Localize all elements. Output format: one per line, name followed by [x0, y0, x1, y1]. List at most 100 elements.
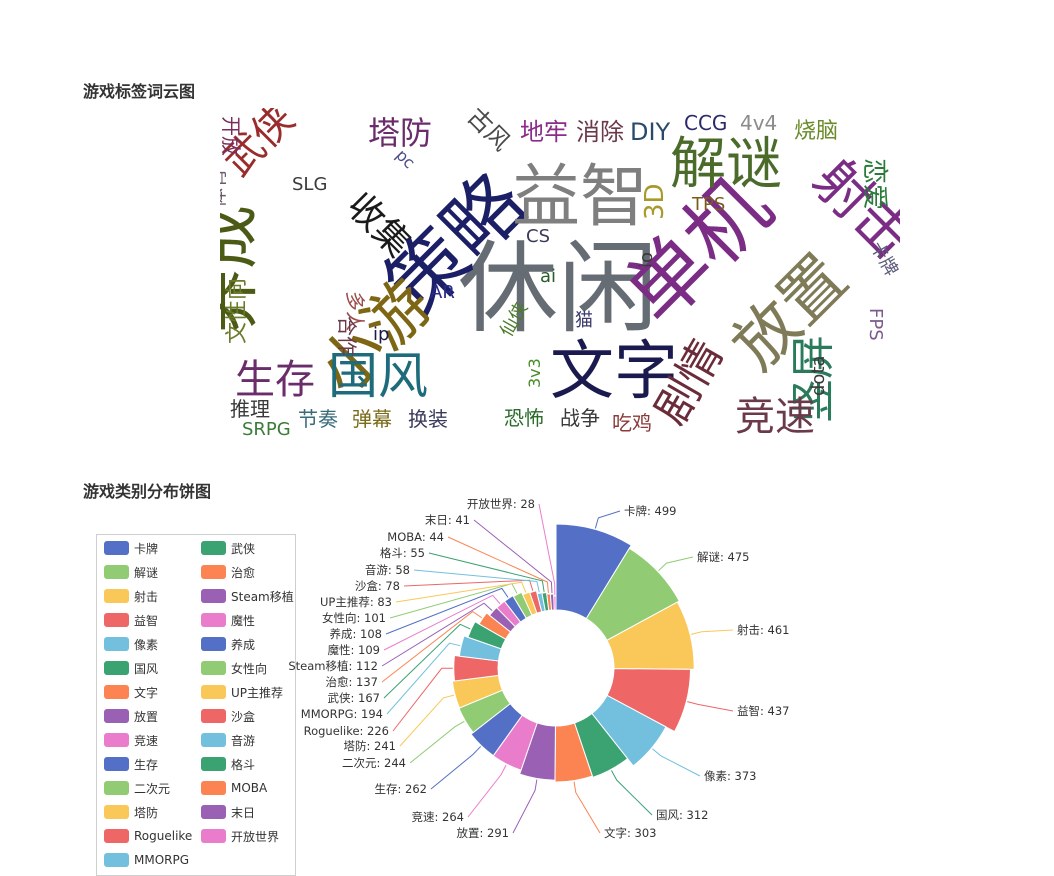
wordcloud-word: 益智: [512, 158, 648, 237]
legend-item[interactable]: 格斗: [201, 757, 255, 772]
pie-slice[interactable]: [492, 714, 538, 771]
wordcloud-word: 多人: [343, 291, 367, 331]
pie-data-label: 放置: 291: [457, 826, 509, 840]
wordcloud-word: 烧脑: [794, 119, 838, 144]
pie-slice[interactable]: [549, 593, 555, 611]
pie-slice[interactable]: [606, 601, 695, 670]
wordcloud-word: 恐怖: [504, 406, 544, 430]
wordcloud-word: 解谜: [670, 132, 782, 197]
pie-data-label: 末日: 41: [425, 513, 470, 527]
legend-item[interactable]: 二次元: [104, 781, 171, 796]
pie-slice[interactable]: [573, 712, 629, 779]
legend-label: 像素: [134, 637, 159, 652]
legend-item[interactable]: 塔防: [104, 805, 158, 820]
legend-item[interactable]: Steam移植: [201, 589, 294, 604]
legend-item[interactable]: 卡牌: [104, 541, 158, 556]
legend-item[interactable]: 射击: [104, 589, 158, 604]
pie-label-line: [383, 623, 471, 699]
pie-data-label: 二次元: 244: [342, 756, 406, 770]
pie-slice[interactable]: [512, 591, 533, 619]
pie-slice[interactable]: [478, 612, 512, 640]
wordcloud-word: DIY: [630, 118, 671, 146]
pie-slice[interactable]: [503, 594, 527, 623]
pie-data-label: 武侠: 167: [328, 691, 380, 705]
pie-label-line: [610, 770, 653, 816]
pie-slice[interactable]: [467, 621, 507, 650]
pie-label-line: [383, 594, 501, 651]
pie-slice[interactable]: [488, 606, 517, 633]
legend-label: 治愈: [231, 565, 256, 580]
wordcloud-word: 吃鸡: [612, 411, 652, 435]
wordcloud-word: 古风: [462, 108, 516, 156]
legend-item[interactable]: 国风: [104, 661, 159, 676]
legend-swatch: [201, 685, 226, 699]
pie-slice[interactable]: [546, 593, 553, 612]
legend-item[interactable]: 音游: [201, 733, 255, 748]
legend-label: MMORPG: [134, 853, 190, 867]
legend-swatch: [104, 613, 129, 627]
pie-slice[interactable]: [554, 722, 593, 783]
pie-slice[interactable]: [470, 702, 523, 757]
pie-data-label: UP主推荐: 83: [320, 595, 392, 609]
pie-data-label: 治愈: 137: [326, 675, 378, 689]
pie-label-line: [473, 519, 553, 594]
pie-slice[interactable]: [458, 689, 511, 734]
legend-item[interactable]: Roguelike: [104, 829, 192, 843]
pie-label-line: [467, 764, 507, 818]
pie-slice[interactable]: [541, 591, 550, 612]
pie-data-label: 生存: 262: [375, 782, 427, 796]
wordcloud-word: 休闲: [458, 230, 658, 347]
pie-slice[interactable]: [453, 654, 500, 682]
legend-item[interactable]: 益智: [104, 613, 158, 628]
pie-slice[interactable]: [451, 674, 504, 709]
wordcloud-word: 地牢: [520, 118, 568, 146]
pie-data-label: 女性向: 101: [322, 611, 386, 625]
legend-item[interactable]: 治愈: [201, 565, 256, 580]
legend-item[interactable]: MMORPG: [104, 853, 189, 867]
legend-item[interactable]: 沙盒: [201, 709, 255, 724]
legend-label: 二次元: [134, 781, 171, 796]
legend-swatch: [104, 805, 129, 819]
pie-slice[interactable]: [529, 590, 543, 614]
legend-item[interactable]: 解谜: [104, 565, 158, 580]
legend-swatch: [104, 781, 129, 795]
pie-slice[interactable]: [458, 635, 502, 662]
pie-slice[interactable]: [606, 668, 692, 733]
wordcloud-word: 换装: [408, 407, 448, 431]
legend-item[interactable]: 武侠: [201, 541, 256, 556]
legend-item[interactable]: UP主推荐: [201, 685, 283, 700]
legend-item[interactable]: 竞速: [104, 733, 159, 748]
legend-item[interactable]: 末日: [201, 805, 255, 820]
pie-slice[interactable]: [553, 595, 557, 611]
pie-label-line: [392, 667, 453, 732]
wordcloud-word: 猫: [575, 310, 593, 331]
wordcloud-word: 塔防: [368, 114, 432, 152]
wordcloud-word: 战争: [560, 406, 600, 430]
legend-swatch: [201, 781, 226, 795]
legend-item[interactable]: 文字: [104, 685, 158, 700]
legend-item[interactable]: 开放世界: [201, 829, 279, 844]
legend-item[interactable]: MOBA: [201, 781, 267, 795]
legend-item[interactable]: 魔性: [201, 613, 255, 628]
legend-item[interactable]: 像素: [104, 637, 159, 652]
pie-slice[interactable]: [522, 591, 538, 616]
pie-slice[interactable]: [555, 523, 632, 620]
pie-data-label: 国风: 312: [656, 808, 708, 822]
legend-item[interactable]: 放置: [104, 709, 158, 724]
wordcloud-word: 养成: [220, 205, 266, 333]
legend-label: 竞速: [134, 733, 159, 748]
pie-data-label: 卡牌: 499: [624, 504, 676, 518]
pie-label-line: [395, 581, 527, 603]
legend-label: 国风: [134, 661, 159, 676]
pie-slice[interactable]: [591, 694, 667, 767]
pie-slice[interactable]: [496, 600, 522, 628]
pie-slice[interactable]: [585, 547, 680, 641]
legend-label: 武侠: [231, 541, 256, 556]
legend-item[interactable]: 女性向: [201, 661, 267, 676]
pie-data-label: 魔性: 109: [328, 643, 380, 657]
legend-item[interactable]: 养成: [201, 637, 255, 652]
legend-item[interactable]: 生存: [104, 757, 158, 772]
pie-slice[interactable]: [536, 592, 546, 613]
pie-slice[interactable]: [519, 722, 556, 781]
